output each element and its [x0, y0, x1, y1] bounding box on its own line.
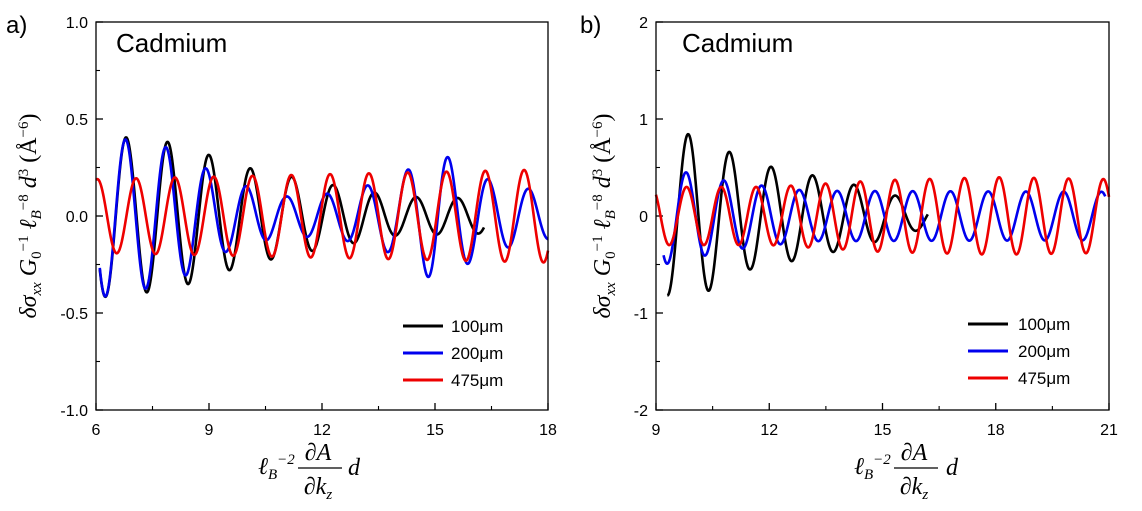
series-line-a-2	[95, 168, 550, 264]
plot-frame-b	[655, 21, 1110, 411]
x-axis-label-b: ℓB−2 ∂A ∂kz d	[854, 440, 959, 503]
svg-text:ℓB−2: ℓB−2	[258, 452, 295, 483]
x-tick-label-b-0: 9	[652, 422, 661, 439]
svg-text:∂A: ∂A	[901, 440, 928, 466]
y-tick-label-a-0: -1.0	[60, 403, 88, 420]
x-tick-label-a-4: 18	[539, 422, 557, 439]
x-tick-label-a-2: 12	[313, 422, 331, 439]
legend-label-a-1: 200μm	[451, 344, 503, 363]
svg-text:d: d	[348, 455, 361, 481]
y-axis-label-a: δσxx G0−1 ℓB−8 d3 (Å−6)	[16, 113, 45, 318]
x-tick-label-a-0: 6	[92, 422, 101, 439]
series-lines-a	[95, 136, 550, 299]
series-line-b-1	[662, 171, 1107, 265]
x-tick-label-b-3: 18	[987, 422, 1005, 439]
y-axis-label-b: δσxx G0−1 ℓB−8 d3 (Å−6)	[590, 113, 619, 318]
legend-b: 100μm 200μm 475μm	[968, 315, 1070, 388]
y-tick-label-a-2: 0.0	[66, 209, 88, 226]
panel-label-b: b)	[580, 12, 601, 39]
y-tick-label-b-2: 0	[639, 209, 648, 226]
legend-label-b-2: 475μm	[1018, 369, 1070, 388]
x-tick-label-a-3: 15	[426, 422, 444, 439]
axes-a: 6 9 12 15 18 -1.0 -0.5 0.0 0.5 1.0	[60, 15, 557, 439]
svg-text:∂kz: ∂kz	[900, 474, 929, 503]
series-lines-b	[654, 132, 1111, 297]
y-tick-label-a-4: 1.0	[66, 15, 88, 32]
x-tick-label-b-4: 21	[1100, 422, 1118, 439]
legend-label-b-1: 200μm	[1018, 342, 1070, 361]
series-line-b-2	[654, 175, 1111, 256]
chart-title-a: Cadmium	[116, 28, 227, 58]
y-tick-label-b-4: 2	[639, 15, 648, 32]
svg-text:d: d	[946, 455, 959, 481]
svg-text:ℓB−2: ℓB−2	[854, 452, 891, 483]
x-axis-label-a: ℓB−2 ∂A ∂kz d	[258, 440, 361, 503]
svg-text:∂kz: ∂kz	[304, 474, 333, 503]
y-tick-label-a-1: -0.5	[60, 306, 88, 323]
series-line-b-0	[666, 132, 929, 297]
y-tick-label-b-3: 1	[639, 112, 648, 129]
x-tick-label-b-2: 15	[874, 422, 892, 439]
panel-label-a: a)	[6, 12, 27, 39]
x-tick-label-a-1: 9	[205, 422, 214, 439]
panel-a: a) Cadmium 6 9 12 15 18 -1.0 -0.5 0.0 0.5 1.0 100…	[6, 12, 557, 503]
svg-text:∂A: ∂A	[305, 440, 332, 466]
legend-label-a-0: 100μm	[451, 317, 503, 336]
y-tick-label-b-0: -2	[634, 403, 648, 420]
legend-label-a-2: 475μm	[451, 371, 503, 390]
legend-a: 100μm 200μm 475μm	[403, 317, 503, 390]
legend-label-b-0: 100μm	[1018, 315, 1070, 334]
plot-frame-a	[95, 21, 549, 411]
y-tick-label-a-3: 0.5	[66, 112, 88, 129]
chart-title-b: Cadmium	[682, 28, 793, 58]
x-tick-label-b-1: 12	[760, 422, 778, 439]
y-tick-label-b-1: -1	[634, 306, 648, 323]
